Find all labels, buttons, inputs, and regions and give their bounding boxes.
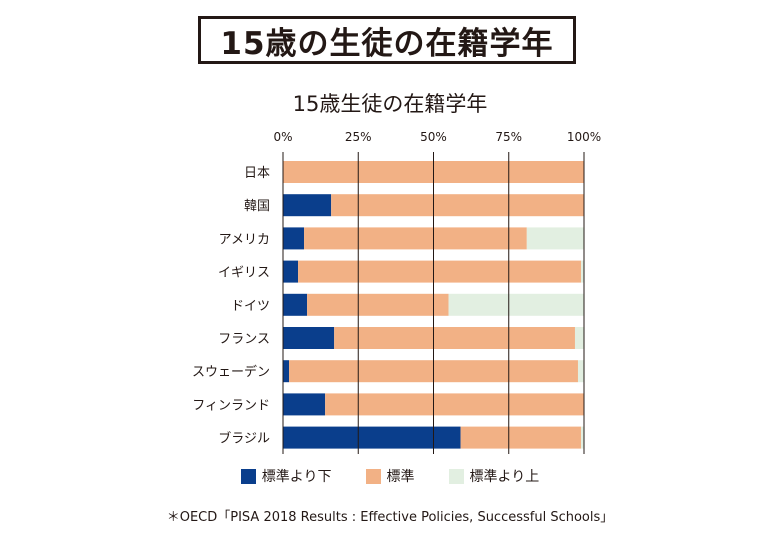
bar-segment [325,393,584,416]
bar-segment [580,426,584,449]
category-label: フィンランド [192,398,270,413]
category-label: 日本 [244,166,270,181]
bar-segment [283,426,461,449]
legend-swatch-below [240,468,256,484]
category-label: ドイツ [231,299,270,314]
category-label: フランス [218,332,270,347]
x-tick-label: 75% [495,130,522,144]
legend-item-above: 標準より上 [448,466,540,486]
bar-segment [304,227,527,250]
legend-swatch-standard [365,468,381,484]
bar-segment [307,293,449,316]
bar-segment [298,260,581,283]
source-footnote: ＊OECD「PISA 2018 Results : Effective Poli… [166,510,614,525]
legend-label-below: 標準より下 [261,469,332,485]
bar-segment [574,327,584,349]
bar-segment [283,327,335,349]
bar-segment [331,194,584,217]
title-box: 15歳の生徒の在籍学年 [198,16,576,64]
legend-label-above: 標準より上 [469,469,540,485]
chart-title: 15歳生徒の在籍学年 [292,92,488,116]
main-title: 15歳の生徒の在籍学年 [220,25,554,62]
legend-item-standard: 標準 [365,466,415,486]
bar-segment [334,327,575,349]
category-label: アメリカ [219,232,270,247]
bar-segment [283,194,332,217]
category-label: ブラジル [218,431,270,447]
bar-segment [283,360,290,383]
x-tick-label: 50% [420,130,447,144]
bar-segment [580,260,584,283]
bar-segment [448,293,584,316]
category-label: スウェーデン [192,364,270,380]
bar-segment [283,293,308,316]
legend: 標準より下 標準 標準より上 [0,466,780,486]
bar-segment [526,227,584,250]
legend-item-below: 標準より下 [240,466,332,486]
category-label: イギリス [218,266,270,281]
legend-swatch-above [448,468,464,484]
bar-segment [283,227,305,250]
bar-segment [283,260,299,283]
x-tick-label: 100% [567,130,601,144]
category-label: 韓国 [244,199,270,214]
bar-segment [460,426,581,449]
legend-label-standard: 標準 [386,469,415,485]
bar-segment [577,360,584,383]
x-tick-label: 25% [345,130,372,144]
bar-segment [283,393,326,416]
x-tick-label: 0% [273,130,292,144]
